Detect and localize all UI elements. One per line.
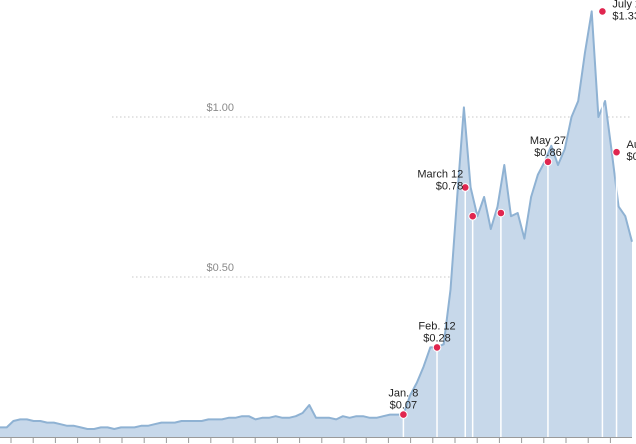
marker-dot-0: [399, 410, 408, 419]
annotation-price-6: $1.33: [612, 10, 636, 22]
annotation-price-2: $0.78: [436, 180, 464, 192]
annotation-date-7: Aug. 6: [627, 139, 636, 151]
marker-layer: [399, 7, 621, 437]
price-area: [0, 11, 632, 438]
price-line: [0, 10, 633, 430]
marker-dot-4: [496, 208, 506, 218]
annotation-date-2: March 12: [417, 168, 463, 180]
marker-dot-6: [598, 7, 607, 16]
annotation-price-1: $0.28: [423, 332, 451, 344]
annotation-date-1: Feb. 12: [418, 320, 455, 332]
annotation-price-0: $0.07: [390, 400, 418, 412]
marker-dot-1: [432, 343, 442, 352]
marker-dot-3: [468, 211, 477, 221]
marker-dot-5: [543, 157, 553, 167]
annotation-date-5: May 27: [530, 135, 566, 147]
y-tick-label-0: $0.50: [206, 262, 234, 274]
annotation-date-0: Jan. 8: [388, 388, 418, 400]
annotation-layer: Jan. 8$0.07 Feb. 12$0.28 March 12$0.78 May …: [388, 0, 636, 412]
y-tick-label-1: $1.00: [206, 102, 234, 114]
marker-dot-2: [460, 183, 470, 192]
marker-dot-7: [612, 147, 621, 157]
annotation-price-7: $0.89: [627, 151, 636, 163]
annotation-price-5: $0.86: [534, 147, 562, 159]
annotation-date-6: July 23: [612, 0, 636, 10]
area-layer: [0, 10, 633, 438]
x-axis: [0, 437, 632, 443]
